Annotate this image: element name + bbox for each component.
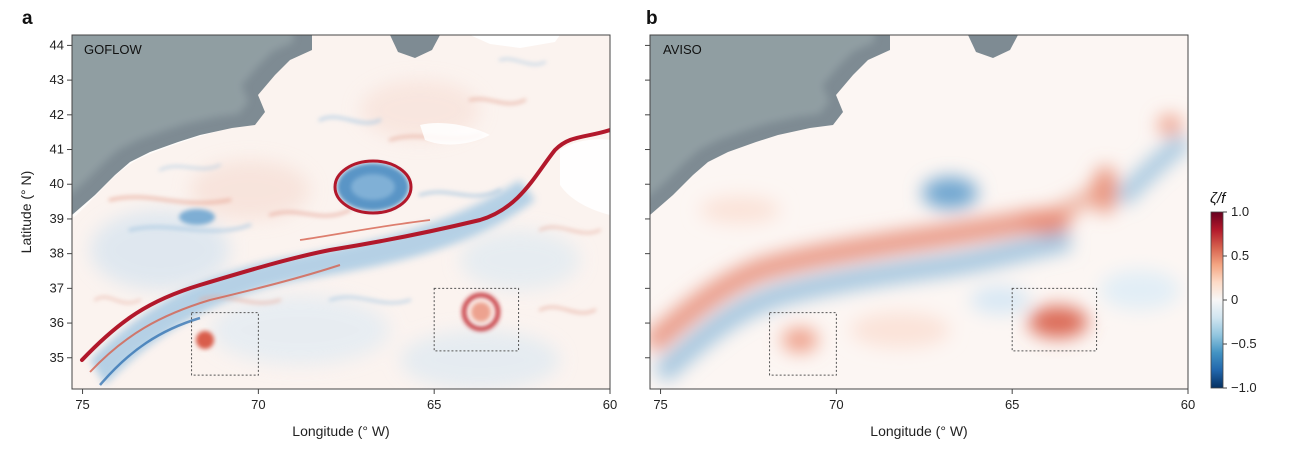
y-tick-label: 44 — [50, 37, 64, 52]
panel-a: a GOFLOW 75 70 65 60 44 43 42 41 40 39 38 37 36 35 L… — [18, 8, 617, 439]
x-ticks-a: 75 70 65 60 — [75, 389, 617, 412]
x-tick-label: 65 — [427, 397, 441, 412]
colorbar-tick-label: −0.5 — [1231, 336, 1257, 351]
panel-b: b AVISO 75 70 65 60 Longitude (° W) — [645, 8, 1195, 439]
x-tick-label: 70 — [251, 397, 265, 412]
x-tick-label: 65 — [1005, 397, 1019, 412]
y-tick-label: 37 — [50, 280, 64, 295]
colorbar-label: ζ/f — [1210, 190, 1227, 207]
colorbar-tick-label: 1.0 — [1231, 204, 1249, 219]
y-ticks-b — [645, 44, 650, 359]
x-tick-label: 60 — [1181, 397, 1195, 412]
box-a-2 — [433, 287, 520, 352]
colorbar-ticks: 1.0 0.5 0 −0.5 −1.0 — [1223, 204, 1257, 395]
y-axis-label: Latitude (° N) — [18, 171, 34, 254]
x-tick-label: 75 — [75, 397, 89, 412]
dataset-name-a: GOFLOW — [84, 42, 143, 57]
y-tick-label: 35 — [50, 350, 64, 365]
colorbar-tick-label: 0.5 — [1231, 248, 1249, 263]
y-tick-label: 36 — [50, 315, 64, 330]
y-tick-label: 40 — [50, 176, 64, 191]
box-b-2 — [1011, 287, 1098, 352]
x-axis-label-b: Longitude (° W) — [870, 423, 967, 439]
y-ticks-a: 44 43 42 41 40 39 38 37 36 35 — [50, 37, 72, 365]
map-b — [650, 35, 1188, 389]
frame-a — [71, 34, 611, 390]
y-tick-label: 43 — [50, 72, 64, 87]
y-tick-label: 42 — [50, 107, 64, 122]
frame-b — [649, 34, 1189, 390]
x-tick-label: 60 — [603, 397, 617, 412]
colorbar-tick-label: 0 — [1231, 292, 1238, 307]
map-a — [72, 35, 610, 389]
box-a-1 — [191, 312, 259, 376]
colorbar-tick-label: −1.0 — [1231, 380, 1257, 395]
y-tick-label: 38 — [50, 246, 64, 261]
x-tick-label: 70 — [829, 397, 843, 412]
y-tick-label: 39 — [50, 211, 64, 226]
x-ticks-b: 75 70 65 60 — [653, 389, 1195, 412]
panel-label-a: a — [22, 8, 33, 29]
x-tick-label: 75 — [653, 397, 667, 412]
colorbar: ζ/f 1.0 0.5 0 −0.5 −1.0 — [1210, 190, 1257, 395]
panel-label-b: b — [646, 8, 658, 29]
colorbar-gradient — [1210, 211, 1224, 389]
box-b-1 — [769, 312, 837, 376]
y-tick-label: 41 — [50, 142, 64, 157]
dataset-name-b: AVISO — [663, 42, 702, 57]
x-axis-label-a: Longitude (° W) — [292, 423, 389, 439]
